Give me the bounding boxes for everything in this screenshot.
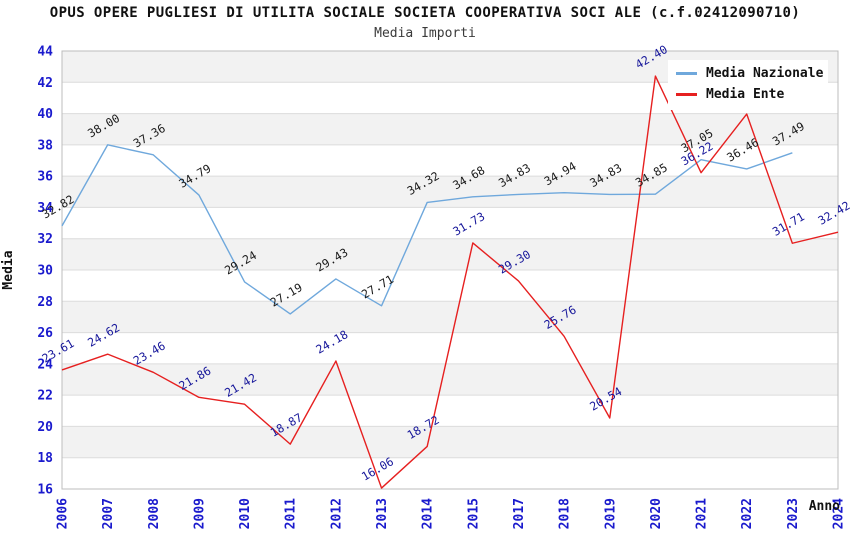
- plot-band: [62, 332, 838, 364]
- plot-band: [62, 207, 838, 239]
- legend-swatch-blue-line-icon: [676, 72, 697, 75]
- legend-item-media-nazionale[interactable]: Media Nazionale: [676, 66, 824, 81]
- plot-band: [62, 176, 838, 208]
- x-tick-label: 2007: [101, 498, 116, 529]
- y-axis-title: Media: [1, 250, 16, 289]
- x-tick-label: 2015: [466, 498, 481, 529]
- series-line-media-nazionale: [61, 144, 793, 315]
- x-tick-label: 2020: [649, 498, 664, 529]
- x-tick-label: 2024: [832, 498, 847, 529]
- x-tick-label: 2018: [558, 498, 573, 529]
- legend-label: Media Nazionale: [706, 66, 824, 81]
- y-tick-label: 38: [37, 138, 53, 153]
- x-tick-label: 2008: [147, 498, 162, 529]
- x-tick-label: 2017: [512, 498, 527, 529]
- x-axis-title: Anno: [809, 499, 840, 514]
- plot-band: [62, 270, 838, 302]
- y-tick-label: 20: [37, 420, 53, 435]
- legend-label: Media Ente: [706, 87, 785, 102]
- y-tick-label: 16: [37, 483, 53, 498]
- x-tick-label: 2023: [786, 498, 801, 529]
- y-tick-label: 34: [37, 201, 53, 216]
- x-tick-label: 2009: [192, 498, 207, 529]
- y-tick-label: 24: [37, 357, 53, 372]
- legend-item-media-ente[interactable]: Media Ente: [676, 87, 822, 102]
- x-tick-label: 2014: [421, 498, 436, 529]
- x-tick-label: 2021: [695, 498, 710, 529]
- x-tick-label: 2006: [56, 498, 71, 529]
- x-tick-label: 2011: [284, 498, 299, 529]
- x-tick-label: 2012: [329, 498, 344, 529]
- plot-band: [62, 144, 838, 177]
- plot-band: [62, 113, 838, 145]
- y-tick-label: 30: [37, 264, 53, 279]
- plot-border: [61, 50, 839, 490]
- y-tick-label: 28: [37, 295, 53, 310]
- y-tick-label: 32: [37, 232, 53, 247]
- y-tick-label: 18: [37, 451, 53, 466]
- y-tick-label: 36: [37, 170, 53, 185]
- y-tick-label: 44: [37, 45, 53, 60]
- legend: Media Nazionale Media Ente: [668, 60, 828, 110]
- x-tick-label: 2013: [375, 498, 390, 529]
- x-tick-label: 2010: [238, 498, 253, 529]
- plot-band: [62, 395, 838, 427]
- plot-band: [62, 301, 838, 333]
- y-tick-label: 26: [37, 326, 53, 341]
- chart-subtitle: Media Importi: [374, 26, 476, 41]
- x-tick-label: 2019: [603, 498, 618, 529]
- chart-title: OPUS OPERE PUGLIESI DI UTILITA SOCIALE S…: [49, 5, 801, 21]
- x-tick-label: 2022: [740, 498, 755, 529]
- series-line-media-ente: [61, 75, 839, 489]
- legend-swatch-red-line-icon: [676, 93, 697, 96]
- y-tick-label: 40: [37, 107, 53, 122]
- plot-band: [62, 238, 838, 270]
- plot-band: [62, 457, 838, 489]
- plot-band: [62, 363, 838, 396]
- y-tick-label: 22: [37, 389, 53, 404]
- plot-band: [62, 426, 838, 458]
- y-tick-label: 42: [37, 76, 53, 91]
